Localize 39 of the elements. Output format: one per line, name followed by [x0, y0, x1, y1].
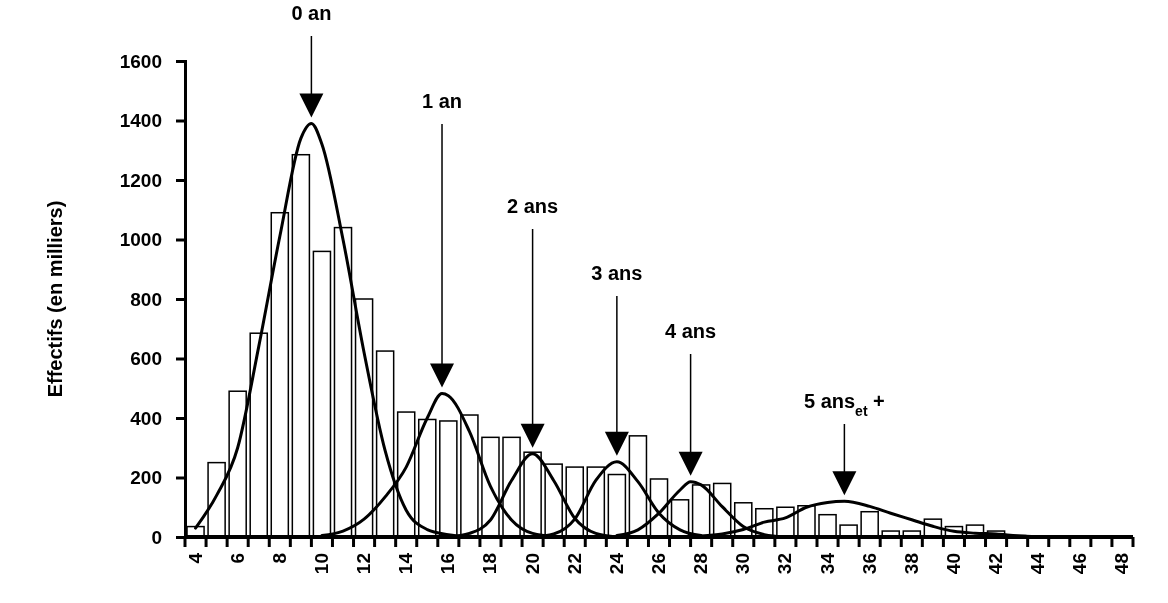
y-tick-label: 0: [151, 526, 162, 548]
x-tick-label: 36: [858, 553, 880, 575]
y-tick-label: 1000: [119, 229, 162, 251]
x-tick-label: 26: [648, 553, 669, 575]
x-tick-label: 8: [268, 553, 290, 564]
x-tick-label: 6: [226, 553, 248, 564]
x-tick-label: 28: [690, 553, 712, 575]
x-tick-label: 30: [732, 553, 754, 575]
y-tick-label: 800: [130, 288, 162, 310]
x-tick-label: 18: [479, 553, 501, 575]
y-tick-label: 1400: [119, 110, 162, 132]
y-tick-label: 600: [130, 348, 162, 370]
x-tick-label: 42: [985, 553, 1007, 575]
y-tick-label: 200: [130, 467, 162, 489]
x-tick-label: 40: [942, 553, 964, 575]
x-tick-label: 22: [563, 553, 585, 575]
annotation: 5 ans$_{et}$ +: [803, 390, 885, 419]
x-tick-label: 16: [437, 553, 459, 575]
x-tick-label: 12: [353, 553, 375, 575]
x-tick-label: 4: [184, 552, 206, 564]
annotation: 1 an: [422, 90, 463, 112]
text: 0 an: [291, 2, 332, 24]
x-tick-label: 24: [605, 552, 627, 575]
x-tick-label: 48: [1111, 553, 1133, 575]
annotation: 4 ans: [665, 320, 717, 342]
x-tick-label: 32: [774, 553, 796, 575]
y-tick-label: 1600: [119, 50, 162, 72]
x-tick-label: 20: [521, 553, 543, 575]
annotation: 2 ans: [507, 195, 559, 217]
x-tick-label: 46: [1069, 553, 1091, 575]
annotation: 3 ans: [591, 262, 643, 284]
x-tick-label: 14: [395, 552, 417, 575]
y-tick-label: 1200: [119, 169, 162, 191]
x-tick-label: 34: [816, 552, 838, 575]
y-axis-title: Effectifs (en milliers): [44, 200, 66, 398]
x-tick-label: 10: [310, 553, 332, 575]
x-tick-label: 44: [1027, 552, 1049, 575]
y-tick-label: 400: [130, 407, 162, 429]
x-tick-label: 38: [900, 553, 922, 575]
